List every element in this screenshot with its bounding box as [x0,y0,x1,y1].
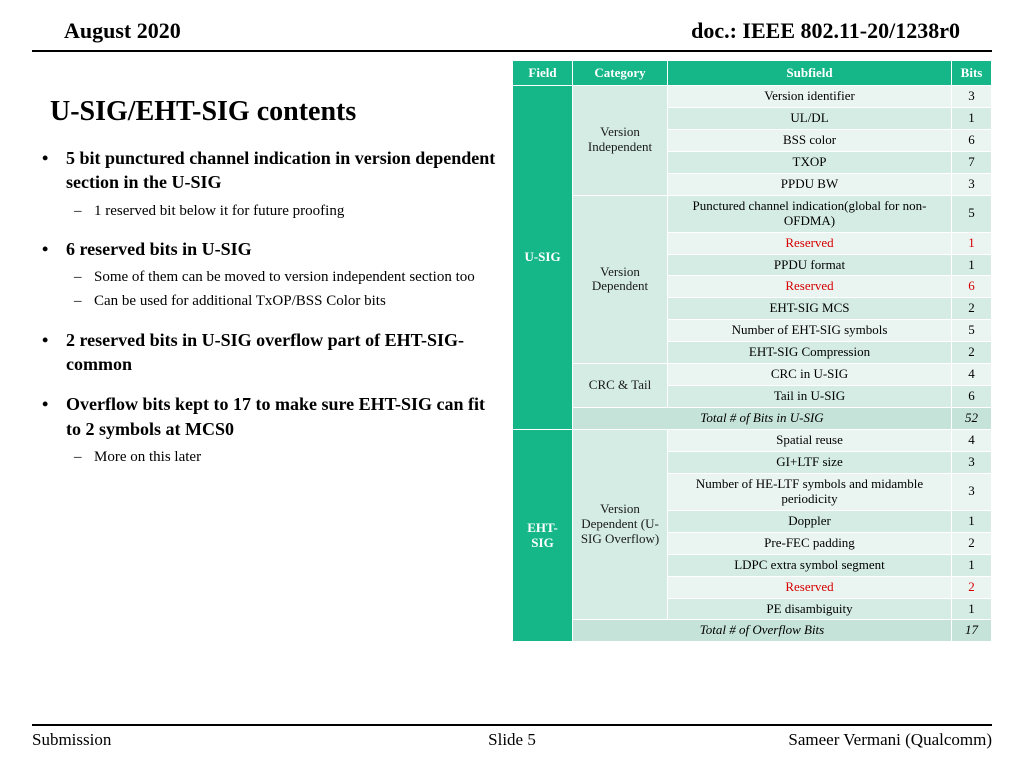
sub-cell: LDPC extra symbol segment [668,554,952,576]
sub-bullet-item: Can be used for additional TxOP/BSS Colo… [66,291,502,311]
sub-cell: Number of HE-LTF symbols and midamble pe… [668,473,952,510]
bullet-item: Overflow bits kept to 17 to make sure EH… [32,392,502,467]
sub-cell: Tail in U-SIG [668,386,952,408]
bits-cell: 7 [952,151,992,173]
field-cell: U-SIG [513,86,573,430]
bits-cell: 3 [952,86,992,108]
table-row: EHT-SIGVersion Dependent (U-SIG Overflow… [513,430,992,452]
cat-cell: Version Dependent (U-SIG Overflow) [573,430,668,620]
bits-cell: 5 [952,320,992,342]
sub-cell: Total # of Bits in U-SIG [573,408,952,430]
bits-cell: 1 [952,254,992,276]
bits-cell: 4 [952,430,992,452]
bits-cell: 3 [952,473,992,510]
sig-table: Field Category Subfield Bits U-SIGVersio… [512,60,992,642]
bits-cell: 6 [952,386,992,408]
bits-cell: 1 [952,554,992,576]
bullet-text: 2 reserved bits in U-SIG overflow part o… [66,330,464,374]
cat-cell: Version Dependent [573,195,668,364]
bits-cell: 1 [952,107,992,129]
bits-cell: 6 [952,276,992,298]
th-field: Field [513,61,573,86]
sub-cell: Number of EHT-SIG symbols [668,320,952,342]
bits-cell: 1 [952,598,992,620]
table-row: CRC & TailCRC in U-SIG4 [513,364,992,386]
bullet-text: Overflow bits kept to 17 to make sure EH… [66,394,485,438]
table-header-row: Field Category Subfield Bits [513,61,992,86]
table-row: Total # of Bits in U-SIG52 [513,408,992,430]
sub-cell: PPDU format [668,254,952,276]
header-docnum: doc.: IEEE 802.11-20/1238r0 [691,18,960,44]
sub-cell: Reserved [668,232,952,254]
bits-cell: 3 [952,451,992,473]
bits-cell: 4 [952,364,992,386]
sub-bullet-list: Some of them can be moved to version ind… [66,267,502,312]
bits-cell: 2 [952,576,992,598]
slide-header: August 2020 doc.: IEEE 802.11-20/1238r0 [32,0,992,52]
sub-cell: EHT-SIG MCS [668,298,952,320]
bits-cell: 6 [952,129,992,151]
sub-cell: EHT-SIG Compression [668,342,952,364]
slide-footer: Submission Slide 5 Sameer Vermani (Qualc… [32,724,992,750]
bits-cell: 1 [952,510,992,532]
footer-left: Submission [32,730,111,750]
bits-cell: 5 [952,195,992,232]
sub-cell: GI+LTF size [668,451,952,473]
cat-cell: CRC & Tail [573,364,668,408]
sub-cell: Punctured channel indication(global for … [668,195,952,232]
bullet-item: 5 bit punctured channel indication in ve… [32,146,502,221]
footer-center: Slide 5 [488,730,536,750]
bits-cell: 17 [952,620,992,642]
sub-bullet-item: Some of them can be moved to version ind… [66,267,502,287]
th-subfield: Subfield [668,61,952,86]
sub-cell: Spatial reuse [668,430,952,452]
th-category: Category [573,61,668,86]
header-date: August 2020 [64,18,181,44]
table-pane: Field Category Subfield Bits U-SIGVersio… [512,56,992,642]
bits-cell: 52 [952,408,992,430]
slide-title: U-SIG/EHT-SIG contents [32,96,502,128]
sub-cell: PPDU BW [668,173,952,195]
sub-cell: Reserved [668,276,952,298]
bullet-text: 5 bit punctured channel indication in ve… [66,148,495,192]
th-bits: Bits [952,61,992,86]
sub-bullet-item: More on this later [66,447,502,467]
bits-cell: 2 [952,298,992,320]
table-row: U-SIGVersion IndependentVersion identifi… [513,86,992,108]
bits-cell: 3 [952,173,992,195]
field-cell: EHT-SIG [513,430,573,642]
text-pane: U-SIG/EHT-SIG contents 5 bit punctured c… [32,56,512,642]
bullet-item: 2 reserved bits in U-SIG overflow part o… [32,328,502,377]
sub-cell: TXOP [668,151,952,173]
slide-content: U-SIG/EHT-SIG contents 5 bit punctured c… [0,56,1024,642]
table-row: Total # of Overflow Bits17 [513,620,992,642]
sub-cell: Pre-FEC padding [668,532,952,554]
sub-cell: CRC in U-SIG [668,364,952,386]
sub-cell: Total # of Overflow Bits [573,620,952,642]
bits-cell: 1 [952,232,992,254]
bits-cell: 2 [952,532,992,554]
sub-cell: UL/DL [668,107,952,129]
sub-bullet-item: 1 reserved bit below it for future proof… [66,201,502,221]
bits-cell: 2 [952,342,992,364]
sub-cell: Reserved [668,576,952,598]
table-row: Version DependentPunctured channel indic… [513,195,992,232]
sub-cell: Version identifier [668,86,952,108]
sub-bullet-list: More on this later [66,447,502,467]
sub-cell: PE disambiguity [668,598,952,620]
cat-cell: Version Independent [573,86,668,196]
bullet-text: 6 reserved bits in U-SIG [66,239,252,259]
bullet-item: 6 reserved bits in U-SIG Some of them can… [32,237,502,312]
bullet-list: 5 bit punctured channel indication in ve… [32,146,502,467]
sub-cell: Doppler [668,510,952,532]
sub-bullet-list: 1 reserved bit below it for future proof… [66,201,502,221]
sub-cell: BSS color [668,129,952,151]
footer-right: Sameer Vermani (Qualcomm) [788,730,992,750]
